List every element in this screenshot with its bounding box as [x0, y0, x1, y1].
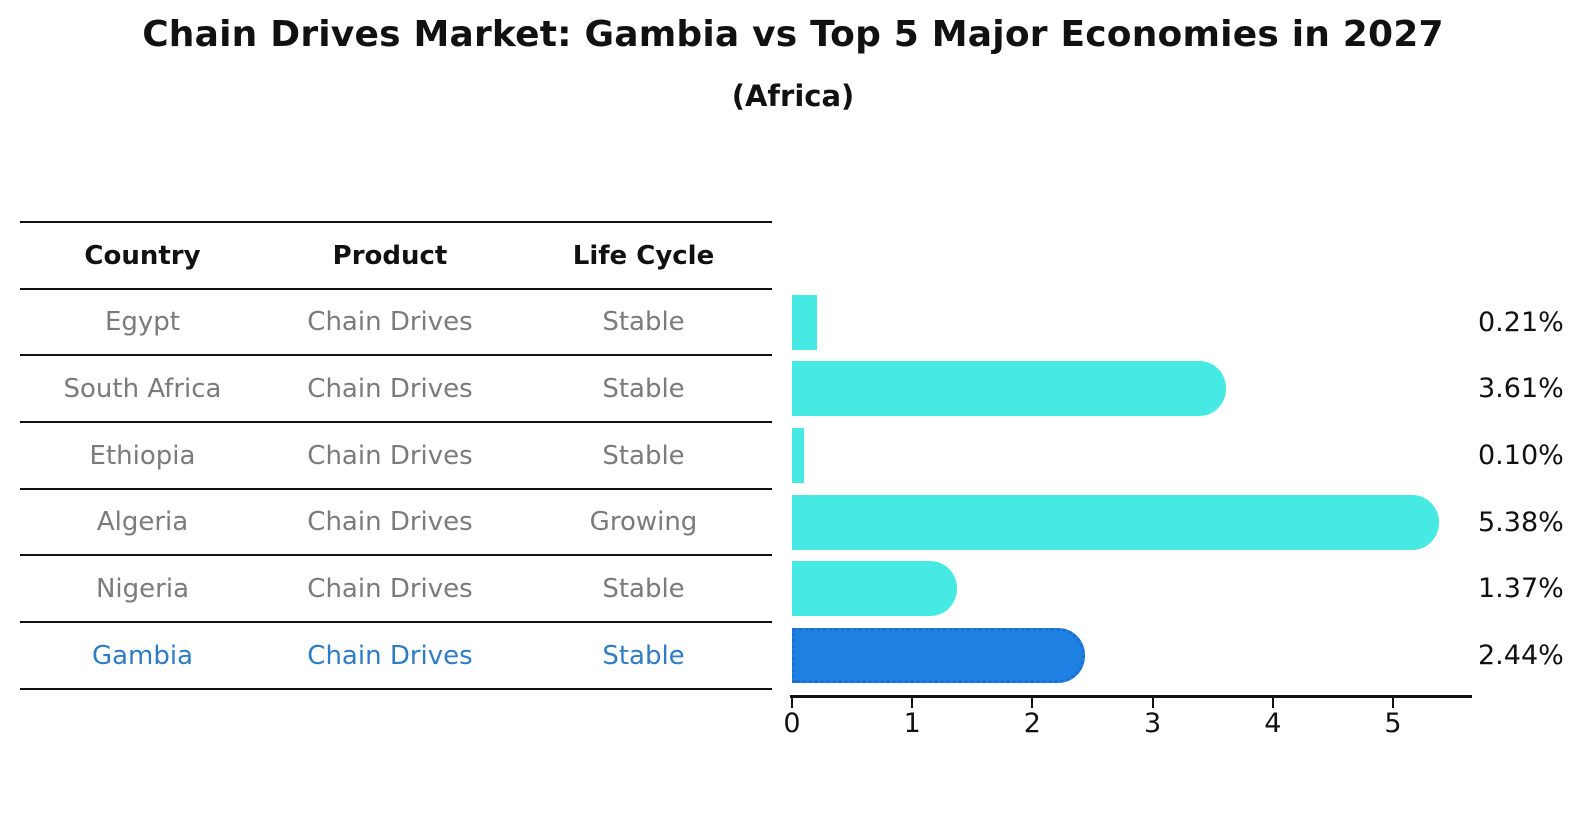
cell-lifecycle: Growing: [589, 507, 698, 537]
table-rule: [20, 688, 772, 690]
cell-lifecycle: Stable: [602, 640, 685, 671]
bar-gambia: [792, 628, 1086, 683]
value-label-gambia: 2.44%: [1478, 640, 1564, 671]
table-row: Nigeria Chain Drives Stable: [20, 555, 772, 622]
cell-product: Chain Drives: [307, 573, 473, 604]
table-row: Algeria Chain Drives Growing: [20, 489, 772, 555]
chart-subtitle: (Africa): [731, 79, 855, 113]
x-tick-mark: [1031, 697, 1034, 708]
cell-product: Chain Drives: [307, 307, 473, 337]
chart-title: Chain Drives Market: Gambia vs Top 5 Maj…: [142, 14, 1444, 55]
column-header-lifecycle: Life Cycle: [572, 240, 715, 271]
table-rule: [20, 621, 772, 623]
table-row: Gambia Chain Drives Stable: [20, 622, 772, 689]
cell-country: Egypt: [104, 307, 181, 337]
table-rule: [20, 288, 772, 290]
table-rule: [20, 554, 772, 556]
x-tick-label: 5: [1384, 708, 1402, 739]
cell-country: Nigeria: [95, 573, 190, 604]
bar-south-africa: [792, 361, 1226, 416]
value-label-south-africa: 3.61%: [1478, 373, 1564, 404]
cell-country: Algeria: [96, 507, 189, 537]
cell-country: South Africa: [63, 373, 222, 404]
x-tick-label: 0: [783, 708, 801, 739]
table-rule: [20, 421, 772, 423]
bar-ethiopia: [792, 428, 805, 483]
bar-algeria: [792, 495, 1439, 550]
cell-lifecycle: Stable: [602, 440, 685, 471]
cell-product: Chain Drives: [307, 440, 473, 471]
cell-country: Gambia: [91, 640, 194, 671]
cell-country: Ethiopia: [89, 440, 196, 471]
cell-product: Chain Drives: [307, 640, 473, 671]
value-label-egypt: 0.21%: [1478, 306, 1564, 338]
table-header: Country Product Life Cycle: [20, 222, 772, 289]
table-rule: [20, 221, 772, 223]
x-axis: [790, 695, 1472, 698]
table-row: Ethiopia Chain Drives Stable: [20, 422, 772, 489]
table-rule: [20, 488, 772, 490]
x-tick-label: 1: [903, 708, 921, 739]
cell-lifecycle: Stable: [602, 573, 685, 604]
x-tick-mark: [1392, 697, 1394, 708]
value-label-algeria: 5.38%: [1478, 506, 1564, 538]
x-tick-label: 4: [1264, 708, 1282, 739]
column-header-country: Country: [84, 240, 201, 271]
x-tick-mark: [791, 697, 793, 708]
table-row: South Africa Chain Drives Stable: [20, 355, 772, 422]
cell-lifecycle: Stable: [602, 373, 685, 404]
value-label-ethiopia: 0.10%: [1478, 440, 1564, 471]
bar-nigeria: [792, 561, 957, 616]
x-tick-mark: [1271, 697, 1274, 708]
bar-egypt: [792, 295, 818, 350]
x-tick-mark: [1151, 697, 1154, 708]
x-tick-mark: [911, 697, 914, 708]
column-header-product: Product: [332, 240, 448, 271]
table-row: Egypt Chain Drives Stable: [20, 289, 772, 355]
cell-product: Chain Drives: [307, 373, 473, 404]
value-label-nigeria: 1.37%: [1478, 573, 1564, 604]
cell-lifecycle: Stable: [602, 307, 685, 337]
x-tick-label: 2: [1023, 708, 1041, 739]
cell-product: Chain Drives: [307, 507, 473, 537]
table-rule: [20, 354, 772, 356]
x-tick-label: 3: [1144, 708, 1162, 739]
